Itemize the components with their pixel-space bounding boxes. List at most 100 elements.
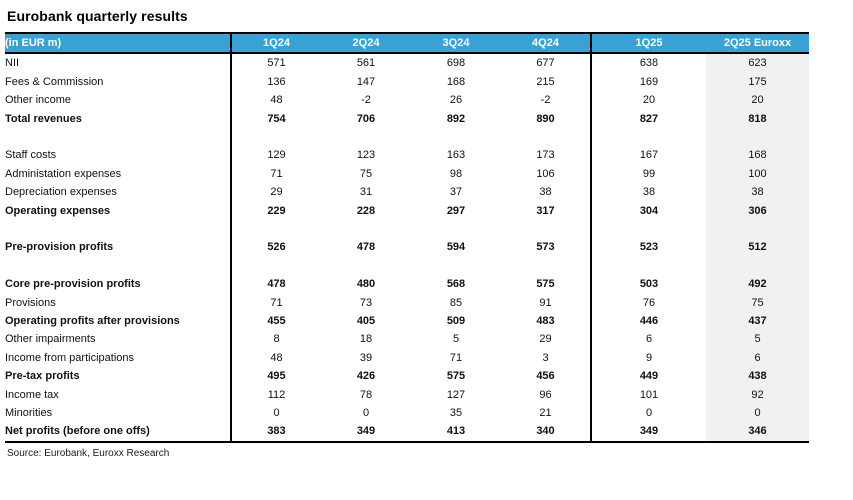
value-cell: 449 <box>639 370 659 383</box>
header-row: (in EUR m) 1Q24 2Q24 3Q24 4Q24 1Q25 2Q25 Euro… <box>5 33 809 55</box>
value-cell: 706 <box>356 112 376 125</box>
value-cell: 98 <box>449 167 463 180</box>
table-row: Operating expenses 229 228 297 317 304 306 <box>5 201 809 221</box>
row-label: Pre-tax profits <box>5 367 232 386</box>
row-label: NII <box>5 53 232 73</box>
row-label: Total revenues <box>5 109 232 129</box>
value-cell: 413 <box>446 425 466 438</box>
value-cell <box>231 257 321 275</box>
column-header-2q25-euroxx: 2Q25 Euroxx <box>706 33 809 55</box>
value-cell: 306 <box>706 201 809 221</box>
value-cell: 8 <box>273 333 280 346</box>
value-cell <box>501 128 592 147</box>
value-cell: 75 <box>359 167 373 180</box>
value-cell: 495 <box>267 370 286 383</box>
value-cell: 483 <box>501 312 592 331</box>
row-label: Provisions <box>5 293 232 313</box>
table-row: Pre-tax profits 495 426 575 456 449 438 <box>5 367 809 386</box>
row-label: Other income <box>5 91 232 110</box>
row-label: Staff costs <box>5 146 232 165</box>
value-cell: -2 <box>501 91 592 110</box>
spacer-row <box>5 128 809 147</box>
value-cell: 455 <box>267 315 286 328</box>
value-cell: 818 <box>706 109 809 129</box>
row-label: Administation expenses <box>5 164 232 184</box>
value-cell: 349 <box>639 425 659 438</box>
row-label: Pre-provision profits <box>5 238 232 257</box>
value-cell: 478 <box>356 241 376 254</box>
value-cell: 18 <box>359 333 373 346</box>
value-cell: 112 <box>267 388 286 401</box>
column-header-2q24: 2Q24 <box>321 33 411 55</box>
value-cell: 426 <box>356 370 376 383</box>
value-cell: 78 <box>359 388 373 401</box>
value-cell: 35 <box>449 407 463 420</box>
value-cell: 5 <box>706 330 809 349</box>
value-cell: 31 <box>359 186 373 199</box>
value-cell: 20 <box>642 94 656 107</box>
value-cell: 101 <box>639 388 659 401</box>
value-cell: 0 <box>706 404 809 423</box>
value-cell <box>321 128 411 146</box>
value-cell: 92 <box>706 385 809 405</box>
table-body: NII 571 561 698 677 638 623 Fees & Commission 13… <box>5 53 809 442</box>
row-label: Operating expenses <box>5 201 232 221</box>
value-cell: 317 <box>501 201 592 221</box>
value-cell: 0 <box>645 407 653 420</box>
quarterly-results-table: (in EUR m) 1Q24 2Q24 3Q24 4Q24 1Q25 2Q25 Euro… <box>5 32 809 443</box>
table-row: Income tax 112 78 127 96 101 92 <box>5 385 809 405</box>
row-label <box>5 220 232 239</box>
value-cell: 123 <box>356 149 376 162</box>
row-label: Minorities <box>5 404 232 423</box>
value-cell: 168 <box>446 75 466 88</box>
value-cell: 75 <box>706 293 809 313</box>
table-row: Administation expenses 71 75 98 106 99 100 <box>5 164 809 184</box>
row-label <box>5 128 232 147</box>
value-cell: 623 <box>706 53 809 73</box>
row-label: Operating profits after provisions <box>5 312 232 331</box>
value-cell: 594 <box>446 241 466 254</box>
value-cell <box>411 257 501 275</box>
row-label: Fees & Commission <box>5 72 232 92</box>
table-row: Total revenues 754 706 892 890 827 818 <box>5 109 809 129</box>
value-cell: 127 <box>446 388 466 401</box>
row-label: Net profits (before one offs) <box>5 422 232 442</box>
table-row: Depreciation expenses 29 31 37 38 38 38 <box>5 183 809 202</box>
value-cell: 29 <box>501 330 592 349</box>
value-cell: 346 <box>706 422 809 442</box>
row-label: Income from participations <box>5 348 232 368</box>
value-cell: 6 <box>645 333 653 346</box>
value-cell: 229 <box>267 204 286 217</box>
value-cell: 38 <box>642 186 656 199</box>
value-cell: 91 <box>501 293 592 313</box>
row-label <box>5 256 232 276</box>
value-cell: 3 <box>501 348 592 368</box>
source-note: Source: Eurobank, Euroxx Research <box>7 447 170 459</box>
value-cell: 526 <box>267 241 286 254</box>
value-cell: 304 <box>639 204 659 217</box>
column-header-3q24: 3Q24 <box>411 33 501 55</box>
value-cell: 71 <box>449 351 463 364</box>
value-cell: 76 <box>642 296 656 309</box>
value-cell: 568 <box>446 278 466 291</box>
value-cell: 6 <box>706 348 809 368</box>
value-cell: 437 <box>706 312 809 331</box>
value-cell: 827 <box>639 112 659 125</box>
value-cell: 438 <box>706 367 809 386</box>
value-cell: 677 <box>501 53 592 73</box>
value-cell: 136 <box>267 75 286 88</box>
value-cell: 38 <box>706 183 809 202</box>
value-cell: 0 <box>362 407 370 420</box>
table-row: Other impairments 8 18 5 29 6 5 <box>5 330 809 349</box>
spacer-row <box>5 256 809 276</box>
unit-label: (in EUR m) <box>5 33 232 55</box>
value-cell <box>411 220 501 238</box>
value-cell: 492 <box>706 275 809 294</box>
table-row: Fees & Commission 136 147 168 215 169 175 <box>5 72 809 92</box>
value-cell: 106 <box>501 164 592 184</box>
value-cell: 85 <box>449 296 463 309</box>
value-cell <box>591 128 706 146</box>
value-cell <box>706 256 809 276</box>
table-row: Provisions 71 73 85 91 76 75 <box>5 293 809 313</box>
